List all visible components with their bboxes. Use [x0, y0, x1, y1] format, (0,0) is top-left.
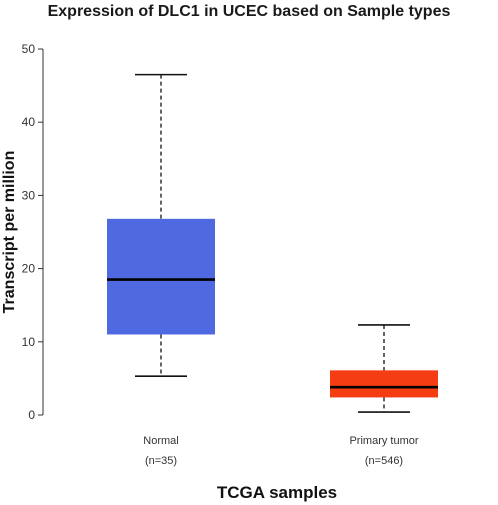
- chart-title: Expression of DLC1 in UCEC based on Samp…: [48, 3, 451, 20]
- x-tick-label: Primary tumor: [349, 435, 418, 447]
- y-tick-label: 20: [22, 262, 36, 276]
- box: [330, 370, 438, 398]
- box: [107, 218, 215, 335]
- y-tick-label: 30: [22, 188, 36, 202]
- y-tick-label: 40: [22, 115, 36, 129]
- x-tick-sample-size: (n=35): [145, 455, 177, 467]
- y-tick-label: 10: [22, 335, 36, 349]
- y-tick-label: 0: [28, 408, 35, 422]
- y-axis-title: Transcript per million: [1, 151, 18, 314]
- x-tick-sample-size: (n=546): [365, 455, 403, 467]
- y-tick-label: 50: [22, 42, 36, 56]
- plot-area: 0 10 20 30 40 50 Normal (n=35) Primary tumor (n=5…: [22, 42, 438, 467]
- x-axis-title: TCGA samples: [217, 483, 337, 502]
- x-tick-label: Normal: [143, 435, 178, 447]
